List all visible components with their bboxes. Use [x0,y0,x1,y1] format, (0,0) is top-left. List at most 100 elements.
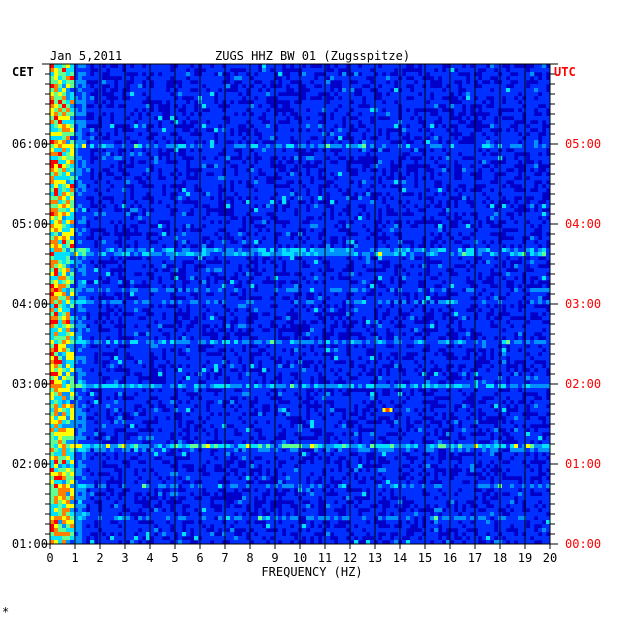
heatmap-cell [66,200,71,205]
heatmap-cell [470,276,475,281]
heatmap-cell [366,232,371,237]
heatmap-cell [538,96,543,101]
heatmap-cell [154,72,159,77]
heatmap-cell [526,280,531,285]
heatmap-cell [250,144,255,149]
heatmap-cell [310,76,315,81]
heatmap-cell [166,240,171,245]
heatmap-cell [110,244,115,249]
heatmap-cell [162,288,167,293]
heatmap-cell [338,128,343,133]
heatmap-cell [186,132,191,137]
heatmap-cell [434,272,439,277]
heatmap-cell [254,240,259,245]
heatmap-cell [278,104,283,109]
heatmap-cell [334,168,339,173]
heatmap-cell [58,120,63,125]
heatmap-cell [410,208,415,213]
heatmap-cell [162,196,167,201]
heatmap-cell [514,112,519,117]
heatmap-cell [122,192,127,197]
heatmap-cell [406,144,411,149]
heatmap-cell [286,228,291,233]
heatmap-cell [426,192,431,197]
heatmap-cell [462,152,467,157]
heatmap-cell [186,208,191,213]
heatmap-cell [502,180,507,185]
heatmap-cell [190,128,195,133]
heatmap-cell [302,196,307,201]
heatmap-cell [450,232,455,237]
heatmap-cell [518,272,523,277]
heatmap-cell [58,84,63,89]
heatmap-cell [486,176,491,181]
heatmap-cell [50,216,55,221]
heatmap-cell [250,172,255,177]
heatmap-cell [486,76,491,81]
heatmap-cell [386,268,391,273]
heatmap-cell [82,180,87,185]
heatmap-cell [202,284,207,289]
heatmap-cell [202,116,207,121]
heatmap-cell [434,88,439,93]
heatmap-cell [382,140,387,145]
heatmap-cell [206,160,211,165]
heatmap-cell [362,216,367,221]
heatmap-cell [534,264,539,269]
heatmap-cell [174,216,179,221]
heatmap-cell [262,92,267,97]
heatmap-cell [322,144,327,149]
heatmap-cell [238,232,243,237]
heatmap-cell [242,268,247,273]
heatmap-cell [90,252,95,257]
heatmap-cell [490,176,495,181]
heatmap-cell [222,192,227,197]
heatmap-cell [542,228,547,233]
heatmap-cell [286,268,291,273]
heatmap-cell [222,240,227,245]
heatmap-cell [342,112,347,117]
heatmap-cell [106,268,111,273]
heatmap-cell [474,240,479,245]
heatmap-cell [342,264,347,269]
heatmap-cell [178,216,183,221]
heatmap-cell [150,288,155,293]
heatmap-cell [158,96,163,101]
heatmap-cell [326,84,331,89]
heatmap-cell [450,184,455,189]
heatmap-cell [282,188,287,193]
heatmap-cell [302,204,307,209]
heatmap-cell [522,68,527,73]
heatmap-cell [538,248,543,253]
heatmap-cell [58,168,63,173]
heatmap-cell [402,80,407,85]
heatmap-cell [410,152,415,157]
heatmap-cell [278,204,283,209]
heatmap-cell [170,88,175,93]
heatmap-cell [238,204,243,209]
heatmap-cell [482,72,487,77]
heatmap-cell [534,164,539,169]
heatmap-cell [238,172,243,177]
heatmap-cell [542,176,547,181]
heatmap-cell [218,180,223,185]
heatmap-cell [206,268,211,273]
heatmap-cell [138,68,143,73]
heatmap-cell [542,268,547,273]
heatmap-cell [438,108,443,113]
heatmap-cell [306,144,311,149]
heatmap-cell [82,212,87,217]
heatmap-cell [262,272,267,277]
heatmap-cell [534,68,539,73]
heatmap-cell [274,288,279,293]
heatmap-cell [230,72,235,77]
heatmap-cell [270,256,275,261]
heatmap-cell [542,76,547,81]
heatmap-cell [494,88,499,93]
heatmap-cell [354,84,359,89]
heatmap-cell [382,112,387,117]
heatmap-cell [334,268,339,273]
heatmap-cell [454,64,459,69]
heatmap-cell [322,192,327,197]
heatmap-cell [74,272,79,277]
